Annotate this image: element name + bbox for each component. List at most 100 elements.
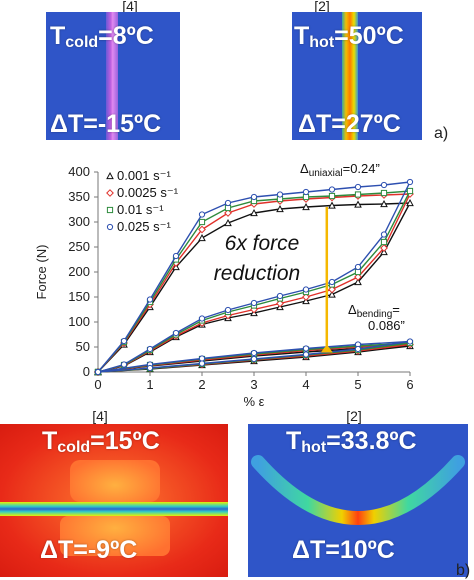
data-point [146, 345, 154, 353]
legend-marker [106, 206, 114, 214]
data-point [328, 201, 336, 209]
cold-b-upper-block [70, 460, 160, 502]
thermal-image-hot-a: Thot=50ºC ΔT=27ºC [292, 12, 422, 140]
data-point [380, 231, 388, 238]
y-axis-label: Force (N) [34, 245, 49, 300]
legend-marker [106, 189, 114, 197]
t-cold-label-b: Tcold=15ºC [42, 427, 160, 456]
data-point [328, 192, 336, 200]
legend-label: 0.025 s⁻¹ [117, 219, 172, 234]
delta-t-cold-a: ΔT=-15ºC [50, 110, 162, 138]
x-axis-label: % ε [244, 394, 265, 409]
data-point [276, 204, 284, 213]
hot-sample-stripe [342, 12, 358, 140]
legend-marker [106, 171, 114, 180]
thermal-image-cold-a: Tcold=8ºC ΔT=-15ºC [46, 12, 180, 140]
data-point [354, 183, 362, 191]
data-point [328, 285, 336, 294]
y-tick-label: 0 [83, 364, 90, 379]
series-layer [94, 178, 414, 376]
data-point [146, 364, 154, 372]
thermal-image-hot-b: Thot=33.8ºC ΔT=10ºC [248, 424, 468, 577]
data-point [302, 188, 310, 196]
reduction-text-line1: 6x force [225, 232, 300, 255]
y-tick-label: 400 [68, 164, 90, 179]
data-point [328, 278, 336, 286]
x-tick-label: 4 [302, 377, 309, 392]
force-strain-chart: 0 1 2 3 4 5 6 0 50 100 150 200 250 300 350 400 6x force… [34, 161, 414, 409]
data-point [354, 263, 362, 271]
data-point [302, 193, 310, 201]
data-point [250, 299, 258, 307]
data-point [380, 189, 388, 197]
data-point [302, 286, 310, 293]
data-point [354, 277, 362, 286]
x-tick-label: 2 [198, 377, 205, 392]
data-point [250, 355, 258, 363]
data-point [120, 361, 128, 368]
t-hot-label-a: Thot=50ºC [294, 22, 404, 51]
chart-axes: 0 1 2 3 4 5 6 0 50 100 150 200 250 300 350 400 [68, 164, 413, 392]
data-point [198, 360, 206, 367]
data-point [354, 200, 362, 208]
legend-marker [106, 223, 114, 231]
y-tick-label: 300 [68, 214, 90, 229]
ref-hot-b: [2] [346, 408, 362, 424]
data-point [172, 329, 180, 337]
x-tick-label: 0 [94, 377, 101, 392]
data-point [380, 238, 388, 246]
y-tick-label: 350 [68, 189, 90, 204]
t-hot-label-b: Thot=33.8ºC [286, 427, 417, 456]
hot-b-bent-beam [251, 455, 465, 525]
data-point [198, 225, 206, 234]
data-point [276, 292, 284, 300]
legend: 0.001 s⁻¹ 0.0025 s⁻¹ 0.01 s⁻¹ 0.025 s⁻¹ [106, 168, 179, 234]
data-point [120, 337, 128, 345]
data-point [302, 202, 310, 211]
data-point [380, 199, 388, 208]
data-point [302, 345, 310, 352]
data-point [354, 268, 362, 276]
x-tick-label: 3 [250, 377, 257, 392]
data-point [250, 193, 258, 201]
ref-hot-a: [2] [314, 0, 330, 14]
data-point [224, 204, 232, 212]
ref-cold-a: [4] [122, 0, 138, 14]
data-point [354, 273, 362, 281]
x-tick-label: 1 [146, 377, 153, 392]
data-point [224, 306, 232, 314]
thermal-image-cold-b: Tcold=15ºC ΔT=-9ºC [0, 424, 228, 577]
data-point [198, 355, 206, 362]
data-point [354, 345, 362, 353]
y-tick-label: 150 [68, 289, 90, 304]
delta-t-hot-a: ΔT=27ºC [298, 110, 401, 138]
cold-b-lower-block [60, 516, 170, 556]
reduction-arrowhead [320, 344, 333, 353]
uniaxial-delta-label: Δuniaxial=0.24” [300, 161, 380, 179]
data-point [172, 252, 180, 260]
panel-b-label: b) [456, 562, 471, 579]
data-point [94, 368, 102, 376]
x-tick-label: 6 [406, 377, 413, 392]
y-tick-label: 100 [68, 314, 90, 329]
bending-delta-label: Δbending= [348, 302, 400, 320]
data-point [328, 290, 336, 298]
y-tick-label: 250 [68, 239, 90, 254]
cold-b-beam [0, 502, 228, 516]
ref-cold-b: [4] [92, 408, 108, 424]
series-3 [94, 178, 414, 376]
data-point [406, 198, 414, 207]
data-point [224, 199, 232, 207]
data-point [224, 209, 232, 217]
y-tick-label: 200 [68, 264, 90, 279]
data-point [250, 208, 258, 217]
data-point [354, 191, 362, 198]
data-point [406, 338, 414, 345]
annotation-layer: 6x force reduction Δuniaxial=0.24” Δbending… [214, 161, 405, 353]
cold-sample-stripe [106, 12, 118, 140]
data-point [380, 181, 388, 189]
data-point [198, 218, 206, 226]
data-point [380, 244, 388, 252]
delta-t-cold-b: ΔT=-9ºC [40, 536, 138, 564]
delta-t-hot-b: ΔT=10ºC [292, 536, 395, 564]
